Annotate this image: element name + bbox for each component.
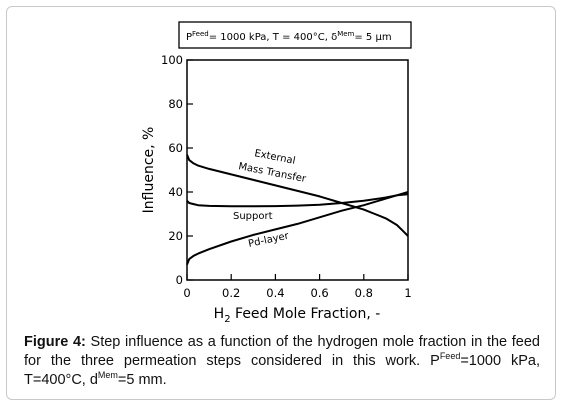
x-tick-label: 0 <box>183 286 190 300</box>
caption-lead: Figure 4: <box>24 334 86 350</box>
y-tick-label: 20 <box>168 229 183 243</box>
conditions-box: PFeed= 1000 kPa, T = 400°C, δMem= 5 μm <box>178 21 412 49</box>
y-axis-title: Influence, % <box>141 127 157 214</box>
series-line-external-mass-transfer <box>186 154 409 237</box>
influence-chart: PFeed= 1000 kPa, T = 400°C, δMem= 5 μm 0… <box>141 21 412 325</box>
y-tick-label: 60 <box>168 141 183 155</box>
x-tick-label: 1 <box>404 286 411 300</box>
caption-d-sup: Mem <box>97 370 118 381</box>
x-tick-label: 0.6 <box>310 286 328 300</box>
figure-frame <box>6 6 556 400</box>
y-tick-label: 100 <box>161 53 183 67</box>
plot-area: 0 20 40 60 80 100 0 0.2 0.4 0.6 0.8 1 <box>161 53 412 300</box>
caption-text-3: =5 mm. <box>117 372 167 388</box>
plot-frame <box>186 59 409 281</box>
label-support: Support <box>233 211 273 222</box>
series-line-pd-layer <box>186 191 409 265</box>
label-mass-transfer: Mass Transfer <box>237 161 307 185</box>
x-axis-title: H2 Feed Mole Fraction, - <box>214 306 381 325</box>
y-ticks: 0 20 40 60 80 100 <box>161 53 193 287</box>
series-line-support <box>186 193 409 208</box>
x-tick-label: 0.4 <box>266 286 284 300</box>
caption-text-2: =1000 kPa, T=400°C, d <box>24 353 540 388</box>
y-tick-label: 0 <box>176 273 183 287</box>
caption-p-sup: Feed <box>439 351 461 362</box>
figure-caption: Figure 4: Step influence as a function o… <box>24 333 540 390</box>
y-tick-label: 80 <box>168 97 183 111</box>
x-tick-label: 0.8 <box>355 286 373 300</box>
series-lines <box>186 154 409 265</box>
caption-text-1: Step influence as a function of the hydr… <box>24 334 540 369</box>
y-tick-label: 40 <box>168 185 183 199</box>
label-pd-layer: Pd-layer <box>247 230 290 249</box>
x-ticks: 0 0.2 0.4 0.6 0.8 1 <box>183 274 412 300</box>
x-tick-label: 0.2 <box>222 286 240 300</box>
label-external: External <box>253 148 296 167</box>
svg-text:PFeed= 1000 kPa, T = 400°C, δM: PFeed= 1000 kPa, T = 400°C, δMem= 5 μm <box>186 30 392 43</box>
